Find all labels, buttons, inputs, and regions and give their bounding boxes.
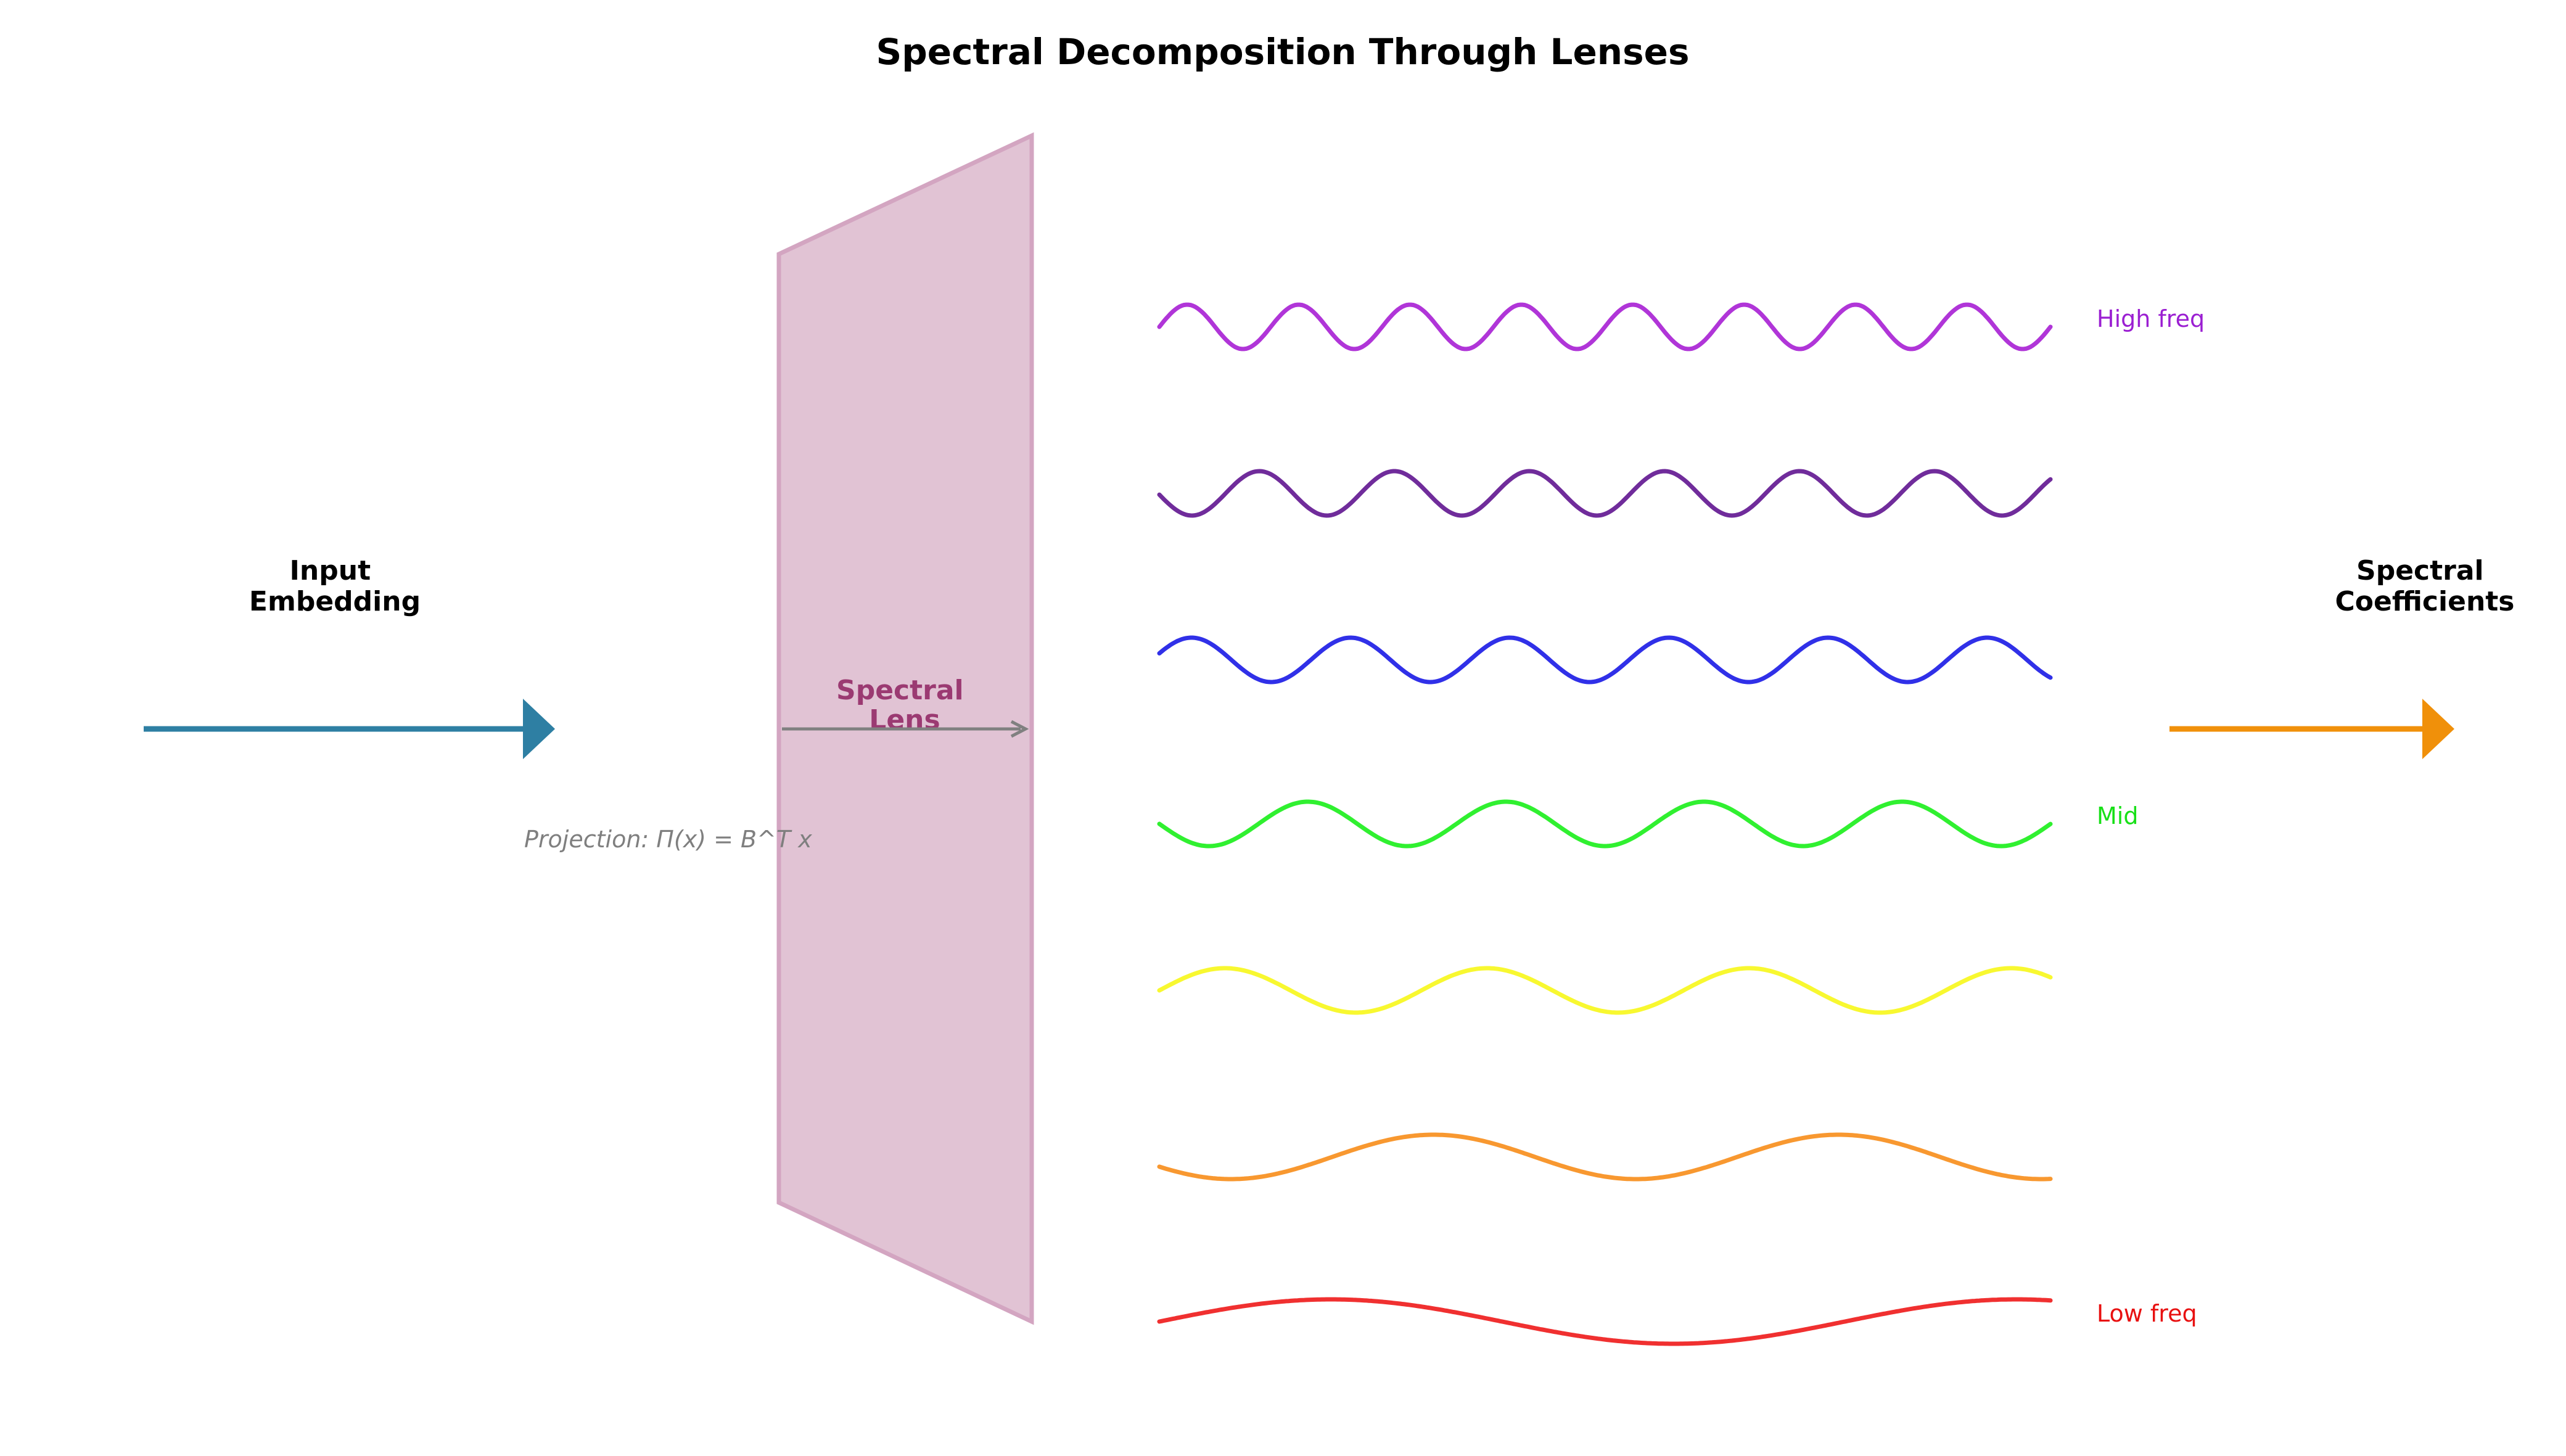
wave-6 bbox=[1157, 1132, 2053, 1182]
output-label-line-2: Coefficients bbox=[2335, 586, 2515, 617]
input-label-line-2: Embedding bbox=[249, 586, 421, 617]
output-label: Spectral Coefficients bbox=[2335, 555, 2515, 617]
wave-1 bbox=[1157, 302, 2053, 352]
output-label-line-1: Spectral bbox=[2356, 555, 2484, 586]
lens-label-line-2: Lens bbox=[869, 704, 940, 736]
wave-4 bbox=[1157, 799, 2053, 849]
wave-5 bbox=[1157, 966, 2053, 1015]
band-label-high: High freq bbox=[2097, 305, 2205, 332]
lens-label-line-1: Spectral bbox=[836, 675, 964, 706]
input-arrow-head bbox=[523, 699, 555, 759]
diagram-title: Spectral Decomposition Through Lenses bbox=[876, 31, 1690, 73]
output-arrow bbox=[2169, 699, 2454, 759]
band-label-mid: Mid bbox=[2097, 802, 2138, 829]
input-label-line-1: Input bbox=[290, 555, 371, 586]
wave-2 bbox=[1157, 469, 2053, 518]
frequency-waves bbox=[1157, 302, 2053, 1346]
lens-inner-arrow bbox=[782, 720, 1029, 738]
wave-7 bbox=[1157, 1297, 2053, 1346]
projection-formula: Projection: Π(x) = B^T x bbox=[524, 826, 812, 853]
input-arrow bbox=[144, 699, 555, 759]
band-label-low: Low freq bbox=[2097, 1300, 2197, 1327]
wave-3 bbox=[1157, 635, 2053, 685]
input-label: Input Embedding bbox=[249, 555, 421, 617]
lens-inner-arrow-head bbox=[1010, 720, 1029, 738]
output-arrow-head bbox=[2422, 699, 2454, 759]
